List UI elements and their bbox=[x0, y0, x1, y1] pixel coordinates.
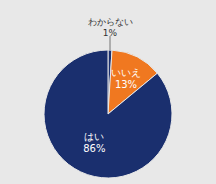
slice-value-label: 86% bbox=[83, 143, 105, 154]
labels: わからない1% いいえ13% はい86% bbox=[83, 17, 141, 154]
pie-slice bbox=[44, 50, 172, 178]
slices bbox=[44, 50, 172, 178]
leader-line bbox=[110, 36, 111, 50]
slice-value-label: 13% bbox=[115, 79, 137, 90]
chart-container: わからない1% いいえ13% はい86% bbox=[0, 0, 216, 184]
slice-label: はい bbox=[84, 131, 104, 142]
slice-value-label: 1% bbox=[103, 28, 118, 38]
slice-label: わからない bbox=[88, 17, 133, 27]
slice-label: いいえ bbox=[111, 67, 141, 78]
pie-chart: わからない1% いいえ13% はい86% bbox=[0, 0, 216, 184]
